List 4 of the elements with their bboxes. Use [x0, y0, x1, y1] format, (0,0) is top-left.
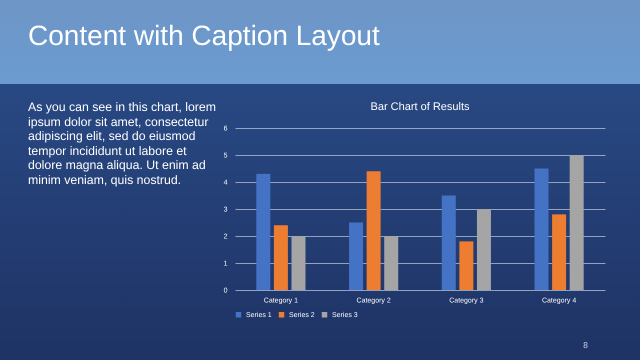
- text: 8: [583, 341, 588, 350]
- chart-title: Bar Chart of Results: [370, 101, 470, 113]
- text: As you can see in this chart, lorem ipsum dolor sit amet, consectetur adipiscing elit, sed do eiusmod tempor incididunt ut labore et dolore magna aliqua. Ut enim ad minim veniam, quis nostrud.: [28, 100, 216, 187]
- text: Content with Caption Layout: [28, 20, 380, 52]
